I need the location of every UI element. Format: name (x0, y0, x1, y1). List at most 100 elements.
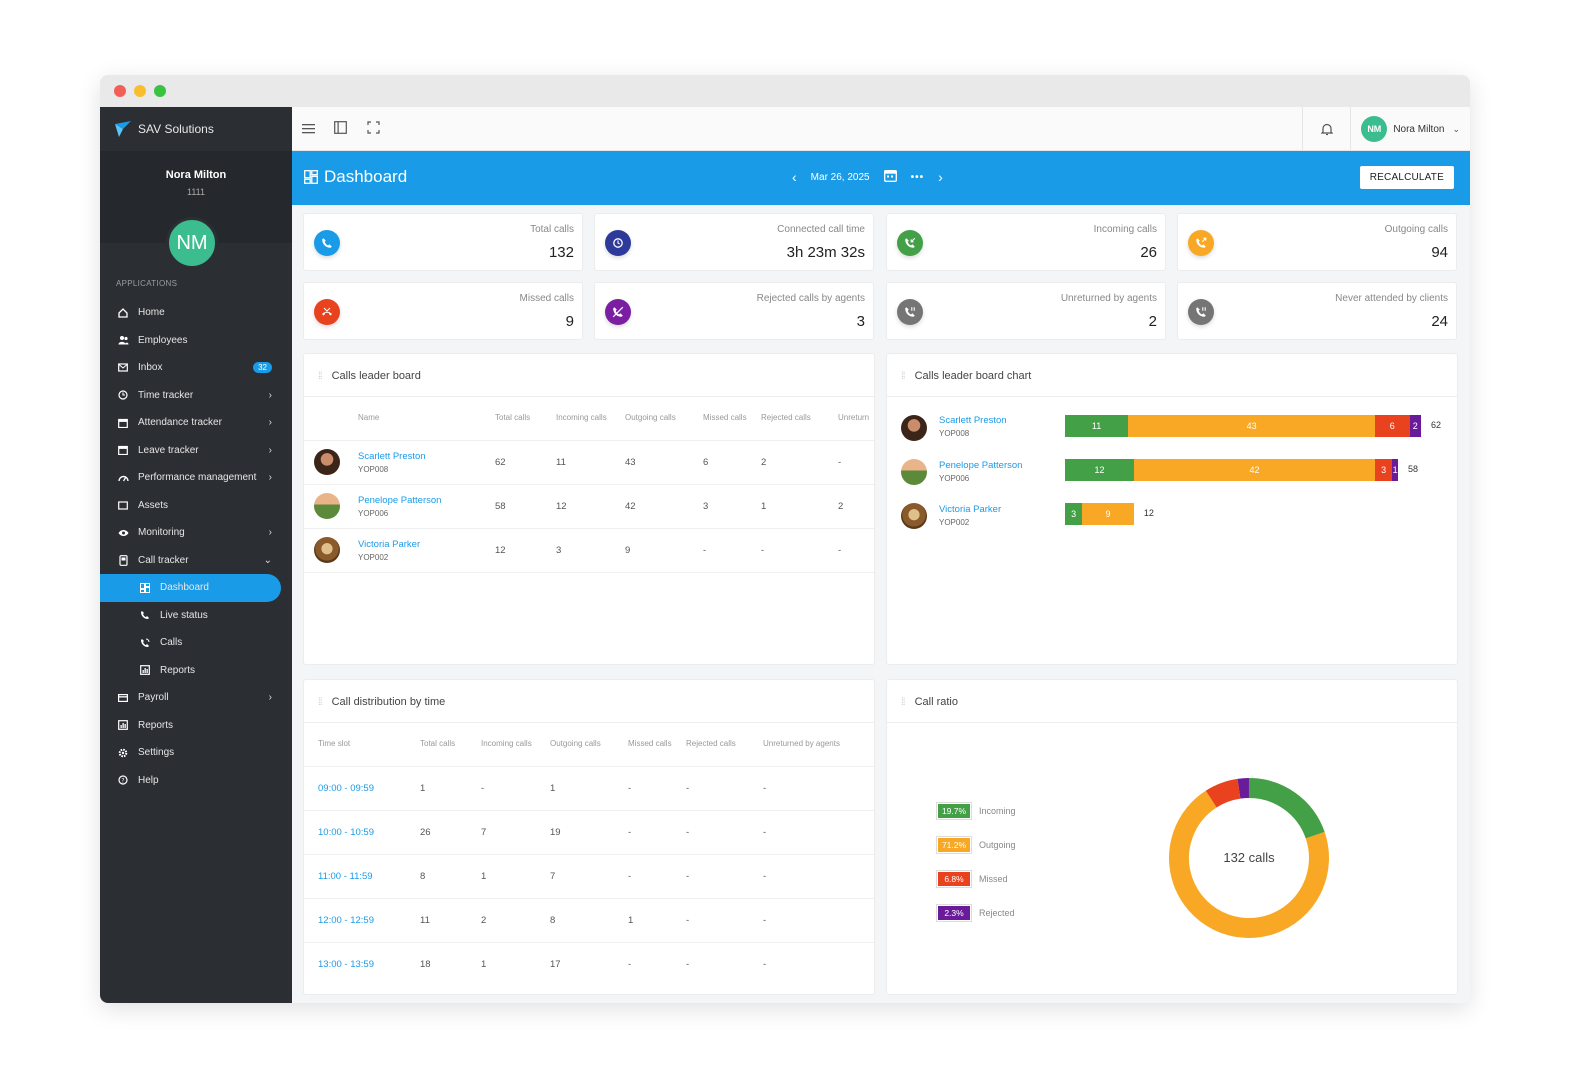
column-header[interactable]: Name (358, 413, 380, 423)
column-header[interactable]: Unreturned by agents (763, 739, 840, 749)
drag-handle-icon[interactable]: ⁞⁞ (901, 696, 905, 708)
recalculate-button[interactable]: RECALCULATE (1359, 166, 1454, 189)
table-row[interactable]: 09:00 - 09:59 1 - 1 - - - (304, 765, 874, 810)
sidebar-item-attendance-tracker[interactable]: Attendance tracker › (100, 409, 292, 437)
bar-segment-rejected[interactable]: 1 (1392, 459, 1399, 481)
legend-item-missed[interactable]: 6.8% Missed (936, 870, 1008, 888)
employee-name-link[interactable]: Scarlett Preston (358, 450, 426, 462)
column-header[interactable]: Time slot (318, 739, 351, 749)
column-header[interactable]: Outgoing calls (625, 413, 676, 423)
sidebar-item-live-status[interactable]: Live status (100, 602, 292, 630)
notifications-button[interactable] (1302, 107, 1350, 151)
sidebar-item-performance-management[interactable]: Performance management › (100, 464, 292, 492)
close-window-button[interactable] (114, 85, 126, 97)
bar-segment-missed[interactable]: 6 (1375, 415, 1410, 437)
sidebar-item-payroll[interactable]: Payroll › (100, 684, 292, 712)
donut-slice-incoming[interactable] (1169, 778, 1329, 938)
column-header[interactable]: Incoming calls (481, 739, 532, 749)
table-row[interactable]: Victoria Parker YOP002 12 3 9 - - - (304, 527, 874, 572)
sidebar-item-calls[interactable]: Calls (100, 629, 292, 657)
legend-item-incoming[interactable]: 19.7% Incoming (936, 802, 1016, 820)
column-header[interactable]: Rejected calls (761, 413, 811, 423)
employee-name-link[interactable]: Penelope Patterson (939, 460, 1023, 471)
sidebar-item-monitoring[interactable]: Monitoring › (100, 519, 292, 547)
stat-value: 3 (856, 313, 865, 330)
chevron-right-icon[interactable]: › (938, 169, 943, 185)
table-row[interactable]: Penelope Patterson YOP006 58 12 42 3 1 2 (304, 483, 874, 528)
bar-segment-outgoing[interactable]: 43 (1128, 415, 1376, 437)
sidebar-toggle-icon[interactable] (334, 121, 347, 137)
sidebar-item-help[interactable]: ? Help (100, 767, 292, 795)
column-header[interactable]: Total calls (495, 413, 531, 423)
fullscreen-icon[interactable] (367, 121, 380, 137)
drag-handle-icon[interactable]: ⁞⁞ (318, 370, 322, 382)
bar-segment-incoming[interactable]: 12 (1065, 459, 1134, 481)
table-row[interactable]: 11:00 - 11:59 8 1 7 - - - (304, 853, 874, 898)
sidebar-item-leave-tracker[interactable]: Leave tracker › (100, 437, 292, 465)
profile-avatar[interactable]: NM (166, 217, 218, 269)
calendar-icon[interactable] (883, 169, 897, 185)
maximize-window-button[interactable] (154, 85, 166, 97)
time-slot-link[interactable]: 12:00 - 12:59 (304, 897, 420, 942)
cell-missed: 1 (628, 897, 686, 942)
time-slot-link[interactable]: 09:00 - 09:59 (304, 765, 420, 810)
employee-name-link[interactable]: Penelope Patterson (358, 494, 442, 506)
panel-header: ⁞⁞ Calls leader board (318, 370, 421, 382)
sidebar-item-employees[interactable]: Employees (100, 327, 292, 355)
divider (887, 396, 1457, 397)
bar-segment-incoming[interactable]: 3 (1065, 503, 1083, 525)
user-menu[interactable]: NM Nora Milton ⌄ (1350, 107, 1470, 151)
time-slot-link[interactable]: 11:00 - 11:59 (304, 853, 420, 898)
sidebar-item-assets[interactable]: Assets (100, 492, 292, 520)
legend-item-rejected[interactable]: 2.3% Rejected (936, 904, 1015, 922)
employee-name-link[interactable]: Scarlett Preston (939, 415, 1007, 426)
stat-card-rejected-calls: Rejected calls by agents 3 (594, 282, 874, 340)
employee-name-link[interactable]: Victoria Parker (939, 504, 1002, 515)
bar-segment-outgoing[interactable]: 42 (1133, 459, 1376, 481)
chevron-right-icon: › (268, 692, 272, 704)
table-row[interactable]: Scarlett Preston YOP008 62 11 43 6 2 - (304, 439, 874, 484)
eye-icon (116, 529, 130, 537)
sidebar-item-call-tracker[interactable]: Call tracker ⌄ (100, 547, 292, 575)
bar-segment-missed[interactable]: 3 (1375, 459, 1393, 481)
sidebar-item-home[interactable]: Home (100, 299, 292, 327)
call-ratio-panel: ⁞⁞ Call ratio 19.7% Incoming 71.2% Outgo… (886, 679, 1458, 995)
column-header[interactable]: Total calls (420, 739, 456, 749)
employee-name-link[interactable]: Victoria Parker (358, 538, 421, 550)
sidebar-item-reports[interactable]: Reports (100, 712, 292, 740)
sidebar-item-label: Calls (160, 637, 183, 649)
sidebar-item-call-reports[interactable]: Reports (100, 657, 292, 685)
column-header[interactable]: Outgoing calls (550, 739, 601, 749)
column-header[interactable]: Unreturn (838, 413, 870, 423)
bar-segment-incoming[interactable]: 11 (1065, 415, 1129, 437)
table-row[interactable]: 12:00 - 12:59 11 2 8 1 - - (304, 897, 874, 942)
bar-segment-rejected[interactable]: 2 (1409, 415, 1421, 437)
chevron-left-icon[interactable]: ‹ (792, 169, 797, 185)
panel-title: Calls leader board (331, 370, 421, 382)
chevron-right-icon: › (268, 527, 272, 539)
sidebar-item-settings[interactable]: Settings (100, 739, 292, 767)
brand[interactable]: SAV Solutions (100, 107, 292, 151)
bar-segment-outgoing[interactable]: 9 (1082, 503, 1134, 525)
sidebar-item-time-tracker[interactable]: Time tracker › (100, 382, 292, 410)
outgoing-call-icon (1188, 230, 1214, 256)
legend-item-outgoing[interactable]: 71.2% Outgoing (936, 836, 1016, 854)
drag-handle-icon[interactable]: ⁞⁞ (318, 696, 322, 708)
drag-handle-icon[interactable]: ⁞⁞ (901, 370, 905, 382)
column-header[interactable]: Rejected calls (686, 739, 736, 749)
time-slot-link[interactable]: 13:00 - 13:59 (304, 941, 420, 986)
column-header[interactable]: Missed calls (703, 413, 747, 423)
current-date[interactable]: Mar 26, 2025 (810, 171, 870, 183)
more-options-icon[interactable]: ••• (910, 171, 925, 183)
stat-card-missed-calls: Missed calls 9 (303, 282, 583, 340)
time-slot-link[interactable]: 10:00 - 10:59 (304, 809, 420, 854)
sidebar-item-dashboard[interactable]: Dashboard (100, 574, 281, 602)
column-header[interactable]: Incoming calls (556, 413, 607, 423)
minimize-window-button[interactable] (134, 85, 146, 97)
stat-label: Outgoing calls (1384, 224, 1448, 235)
table-row[interactable]: 10:00 - 10:59 26 7 19 - - - (304, 809, 874, 854)
table-row[interactable]: 13:00 - 13:59 18 1 17 - - - (304, 941, 874, 986)
menu-icon[interactable] (302, 121, 315, 137)
sidebar-item-inbox[interactable]: Inbox 32 (100, 354, 292, 382)
column-header[interactable]: Missed calls (628, 739, 672, 749)
